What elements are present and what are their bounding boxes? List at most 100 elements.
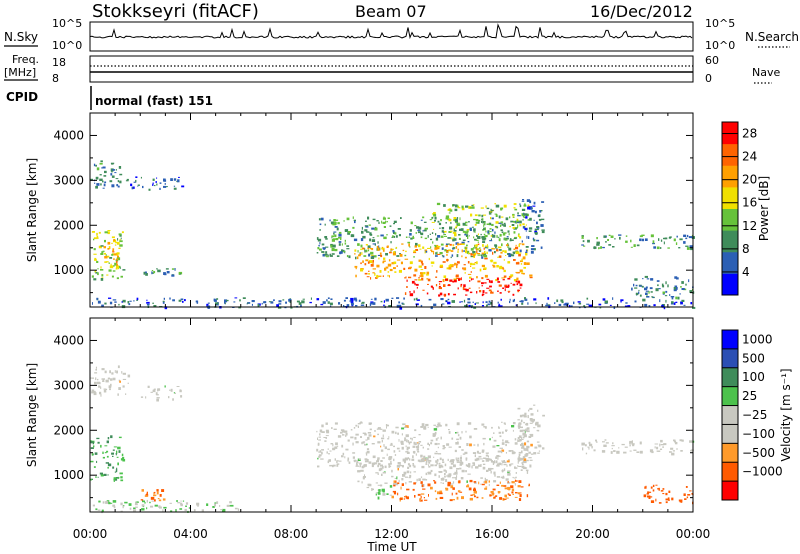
range-cell (367, 247, 369, 250)
range-cell (496, 464, 500, 467)
range-cell (501, 421, 503, 423)
range-cell (234, 297, 238, 299)
range-cell (514, 483, 516, 486)
range-cell (103, 246, 106, 249)
range-cell (671, 297, 674, 300)
range-cell (94, 182, 96, 184)
range-cell (508, 275, 512, 278)
range-cell (657, 450, 661, 452)
range-cell (650, 234, 654, 238)
range-cell (492, 234, 496, 238)
range-cell (439, 266, 444, 268)
range-cell (482, 290, 485, 294)
range-cell (386, 453, 388, 456)
range-cell (473, 218, 476, 221)
range-cell (481, 305, 484, 307)
range-cell (112, 466, 115, 469)
freq-right-tick-top: 60 (705, 54, 719, 67)
range-cell (170, 510, 173, 512)
range-cell (321, 243, 325, 246)
range-cell (455, 432, 458, 434)
range-cell (502, 439, 504, 442)
range-cell (455, 492, 458, 495)
range-cell (507, 277, 511, 280)
freq-panel-frame (89, 55, 694, 83)
range-cell (359, 252, 361, 255)
range-cell (441, 303, 445, 305)
range-cell (368, 434, 372, 437)
range-cell (380, 254, 383, 258)
range-cell (538, 445, 542, 448)
range-cell (517, 485, 521, 488)
range-cell (442, 482, 444, 484)
range-cell (414, 429, 417, 432)
range-cell (609, 304, 612, 306)
range-cell (456, 461, 460, 463)
range-cell (529, 276, 533, 279)
range-cell (125, 393, 127, 395)
range-cell (481, 282, 484, 285)
range-cell (157, 388, 161, 391)
range-cell (426, 292, 429, 295)
range-cell (115, 169, 117, 171)
range-cell (530, 443, 533, 447)
range-cell (428, 444, 430, 447)
range-cell (400, 486, 402, 490)
range-cell (97, 476, 99, 478)
range-cell (522, 223, 525, 226)
range-cell (492, 493, 495, 496)
range-cell (476, 261, 478, 265)
range-cell (447, 301, 451, 305)
range-cell (492, 488, 496, 491)
range-cell (390, 248, 393, 251)
range-cell (163, 297, 165, 300)
range-cell (420, 274, 424, 278)
range-cell (441, 230, 444, 233)
range-cell (455, 274, 459, 278)
range-cell (686, 247, 690, 250)
range-cell (466, 250, 470, 254)
range-cell (467, 241, 470, 243)
range-cell (157, 498, 160, 500)
range-cell (113, 479, 115, 482)
range-cell (290, 306, 293, 309)
range-cell (409, 261, 413, 265)
range-cell (112, 377, 116, 381)
range-cell (472, 267, 476, 269)
range-cell (453, 293, 456, 296)
range-cell (434, 247, 438, 250)
range-cell (413, 250, 416, 253)
colorbar-segment (722, 330, 738, 350)
range-cell (369, 238, 372, 242)
range-cell (512, 476, 514, 479)
range-cell (494, 213, 498, 215)
range-cell (673, 439, 676, 442)
range-cell (322, 301, 326, 304)
range-cell (338, 233, 342, 237)
range-cell (667, 284, 669, 288)
range-cell (347, 439, 350, 442)
colorbar-tick-label: 4 (742, 265, 750, 279)
range-cell (372, 261, 374, 265)
range-cell (97, 378, 99, 381)
range-cell (476, 457, 480, 461)
range-cell (164, 183, 166, 185)
range-cell (97, 272, 99, 276)
range-cell (325, 437, 327, 439)
range-cell (665, 290, 668, 293)
range-cell (520, 419, 523, 423)
range-cell (439, 490, 443, 494)
range-cell (102, 379, 104, 382)
range-cell (122, 372, 126, 375)
range-cell (494, 231, 496, 234)
range-cell (512, 493, 514, 495)
range-cell (493, 261, 497, 264)
range-cell (463, 264, 466, 266)
range-cell (110, 173, 113, 176)
range-cell (460, 459, 462, 462)
range-cell (479, 249, 482, 251)
range-cell (92, 504, 95, 507)
range-cell (524, 412, 527, 416)
range-cell (515, 280, 518, 283)
